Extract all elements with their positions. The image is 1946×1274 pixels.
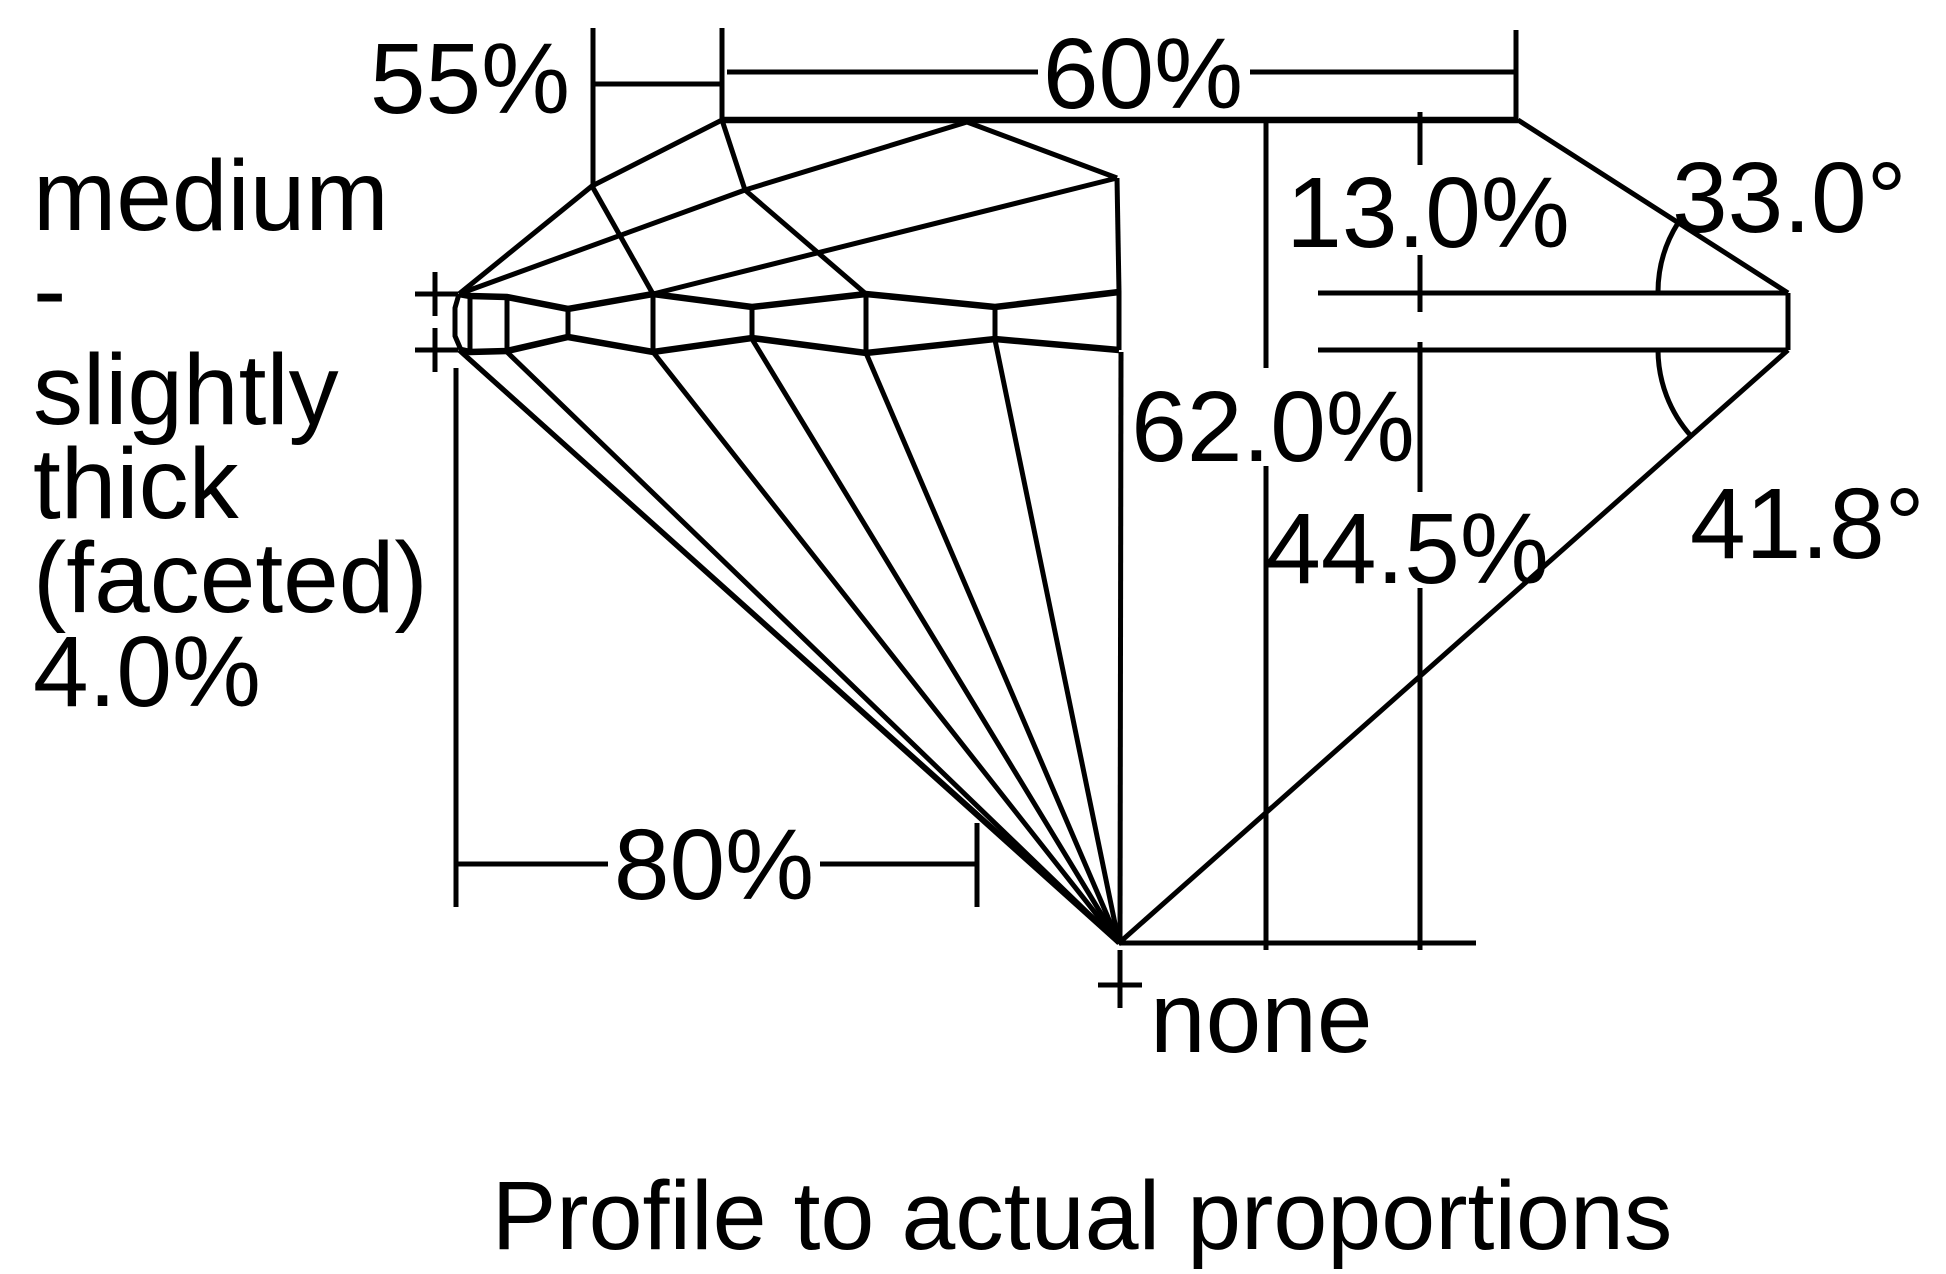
pavilion-right-silhouette (1117, 348, 1790, 945)
pavilion-facet-lines (457, 337, 1124, 946)
lower-girdle-label: 80% (614, 809, 814, 921)
girdle-facet-dividers (467, 292, 1122, 353)
lower-girdle-bracket (453, 368, 980, 907)
girdle-thickness-line-5: (faceted) (33, 522, 428, 634)
crown-facet-lines (457, 117, 1122, 297)
girdle-thickness-line-3: slightly (33, 334, 339, 446)
crown-star-edge (590, 117, 724, 189)
stone-outline (722, 116, 1791, 945)
pavilion-main-edge-1 (505, 350, 1121, 945)
girdle-thickness-line-1: medium (33, 140, 389, 252)
star-length-bracket (590, 28, 725, 186)
culet-tick-cross (1098, 950, 1142, 1008)
table-size-label: 60% (1043, 18, 1243, 130)
crown-bezel-ridge-1 (744, 119, 968, 193)
pavilion-main-edge-3 (749, 337, 1122, 945)
girdle-left-tip-edge (452, 293, 464, 351)
dimension-lines (453, 28, 1788, 950)
crown-bezel-side-edge (1114, 177, 1122, 293)
girdle-bottom-edge (460, 333, 1120, 357)
girdle-top-tick-cross (415, 272, 458, 316)
crown-upper-girdle-edge-2 (458, 187, 746, 297)
pavilion-depth-label: 44.5% (1265, 493, 1549, 605)
pavilion-main-edge-6 (1117, 351, 1124, 944)
pavilion-lower-girdle-pair-2 (465, 355, 1124, 946)
pavilion-main-edge-5 (992, 339, 1122, 944)
girdle-thickness-line-6: 4.0% (33, 616, 261, 728)
pavilion-main-edge-2 (651, 350, 1121, 945)
measure-ticks (415, 272, 1142, 1008)
crown-height-label: 13.0% (1286, 157, 1570, 269)
crown-angle-arc (1655, 221, 1681, 294)
girdle-thickness-line-4: thick (33, 428, 240, 540)
culet-label: none (1150, 962, 1372, 1074)
star-length-label: 55% (370, 23, 570, 135)
pavilion-angle-label: 41.8° (1690, 468, 1925, 580)
caption: Profile to actual proportions (492, 1161, 1673, 1270)
angle-arcs (1655, 221, 1693, 438)
total-depth-label: 62.0% (1131, 371, 1415, 483)
crown-right-silhouette (1516, 117, 1790, 296)
crown-bezel-ridge-2 (966, 119, 1118, 181)
girdle-thickness-line-2: - (33, 234, 66, 346)
girdle-top-edge (458, 288, 1120, 313)
crown-far-facet-edge (652, 175, 1118, 297)
girdle-bottom-tick-cross (415, 328, 458, 372)
crown-angle-label: 33.0° (1672, 142, 1907, 254)
table-size-bracket (727, 30, 1519, 122)
crown-upper-girdle-edge-4 (743, 188, 868, 296)
crown-upper-girdle-edge-1 (457, 184, 594, 296)
crown-bezel-edge-left (719, 119, 748, 191)
pavilion-angle-arc (1655, 349, 1693, 438)
crown-upper-girdle-edge-3 (589, 184, 656, 296)
pavilion-main-edge-4 (863, 352, 1122, 944)
girdle-thickness-label: medium - slightly thick (faceted) 4.0% (33, 140, 428, 728)
girdle-band (452, 288, 1122, 357)
